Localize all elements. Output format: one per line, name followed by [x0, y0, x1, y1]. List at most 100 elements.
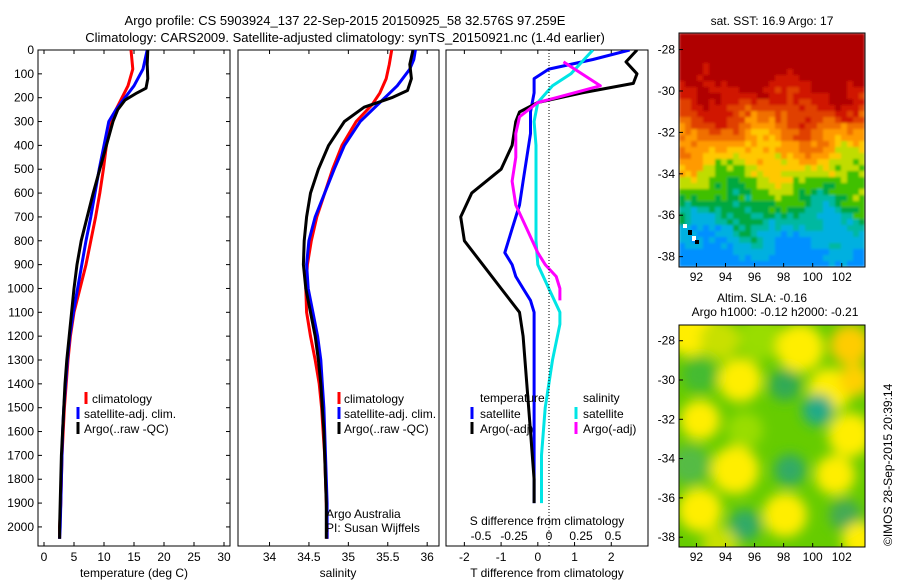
sst-cell [679, 57, 685, 63]
sst-cell [703, 201, 709, 207]
sst-cell [841, 189, 847, 195]
sst-cell [685, 237, 691, 243]
sst-cell [763, 135, 769, 141]
sst-cell [805, 75, 811, 81]
sst-cell [793, 255, 799, 261]
sst-cell [697, 45, 703, 51]
sst-cell [829, 51, 835, 57]
y-tick-label: 1000 [7, 281, 34, 295]
sst-cell [691, 159, 697, 165]
sst-cell [799, 93, 805, 99]
sst-cell [679, 249, 685, 255]
sst-cell [751, 147, 757, 153]
sst-cell [823, 255, 829, 261]
sst-cell [799, 213, 805, 219]
sst-cell [709, 213, 715, 219]
sst-cell [853, 93, 859, 99]
sst-cell [751, 165, 757, 171]
sst-cell [763, 183, 769, 189]
sst-cell [811, 45, 817, 51]
sst-cell [739, 69, 745, 75]
sst-cell [793, 99, 799, 105]
sst-cell [781, 129, 787, 135]
sst-cell [679, 225, 685, 231]
sst-cell [847, 177, 853, 183]
series-layer [58, 50, 639, 539]
sst-cell [733, 189, 739, 195]
sst-cell [781, 135, 787, 141]
sst-cell [781, 165, 787, 171]
sst-cell [763, 51, 769, 57]
sst-cell [697, 141, 703, 147]
sst-cell [805, 261, 811, 267]
sst-cell [847, 219, 853, 225]
sst-cell [763, 219, 769, 225]
sst-cell [775, 195, 781, 201]
sst-cell [823, 99, 829, 105]
sst-cell [853, 33, 859, 39]
sst-cell [793, 165, 799, 171]
sst-cell [757, 45, 763, 51]
sst-cell [817, 51, 823, 57]
sst-cell [847, 57, 853, 63]
sst-cell [769, 249, 775, 255]
sst-cell [811, 207, 817, 213]
sst-cell [757, 33, 763, 39]
sst-cell [763, 87, 769, 93]
sst-cell [763, 213, 769, 219]
sst-cell [835, 231, 841, 237]
legend-label-argo: Argo(..raw -QC) [344, 422, 429, 436]
sst-cell [823, 213, 829, 219]
sst-cell [709, 75, 715, 81]
sst-cell [721, 159, 727, 165]
sst-cell [799, 57, 805, 63]
y-tick-label: 1200 [7, 329, 34, 343]
sst-cell [709, 93, 715, 99]
sst-cell [853, 141, 859, 147]
sst-cell [697, 81, 703, 87]
sst-cell [685, 213, 691, 219]
sst-cell [745, 105, 751, 111]
sst-cell [733, 171, 739, 177]
sst-cell [853, 171, 859, 177]
sst-cell [781, 189, 787, 195]
sst-cell [769, 165, 775, 171]
sst-cell [835, 255, 841, 261]
sst-cell [817, 201, 823, 207]
sst-cell [817, 249, 823, 255]
map-y-tick-label: -30 [658, 84, 676, 98]
sst-cell [793, 117, 799, 123]
sst-cell [841, 201, 847, 207]
sst-cell [829, 189, 835, 195]
sst-cell [739, 177, 745, 183]
x-tick-label: 30 [217, 550, 231, 564]
sst-cell [805, 87, 811, 93]
sst-cell [691, 33, 697, 39]
sst-cell [691, 231, 697, 237]
sst-cell [787, 69, 793, 75]
sst-cell [703, 99, 709, 105]
sst-cell [745, 171, 751, 177]
sst-cell [823, 237, 829, 243]
sst-cell [679, 189, 685, 195]
sst-cell [721, 171, 727, 177]
sst-cell [799, 117, 805, 123]
sst-cell [805, 111, 811, 117]
sst-cell [679, 147, 685, 153]
sst-cell [859, 189, 865, 195]
sst-cell [787, 63, 793, 69]
sst-cell [787, 189, 793, 195]
sst-cell [721, 201, 727, 207]
sst-cell [715, 201, 721, 207]
sst-cell [709, 207, 715, 213]
sst-cell [781, 45, 787, 51]
sst-cell [703, 213, 709, 219]
sst-cell [715, 99, 721, 105]
sst-cell [853, 75, 859, 81]
sst-cell [727, 195, 733, 201]
sst-cell [853, 63, 859, 69]
sst-cell [823, 39, 829, 45]
series-line-salinity-satellite [532, 50, 595, 504]
sst-cell [727, 159, 733, 165]
sst-cell [799, 39, 805, 45]
